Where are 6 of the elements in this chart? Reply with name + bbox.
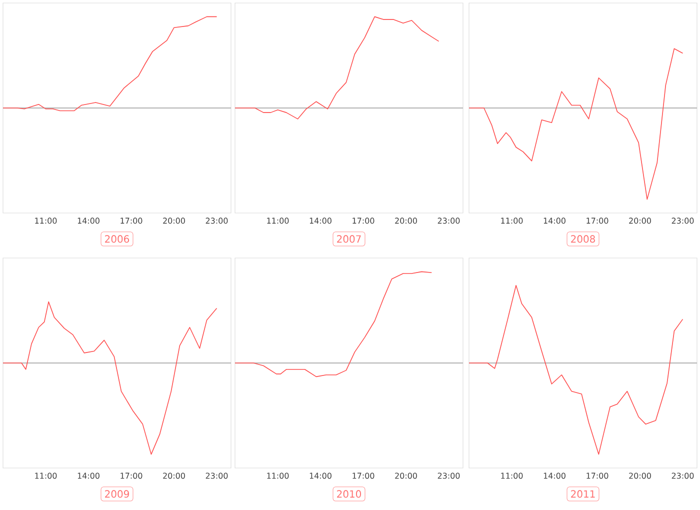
text: 2007 — [337, 235, 361, 243]
text: 2008 — [571, 235, 595, 243]
text: 2006 — [105, 235, 130, 243]
text: 2009 — [105, 490, 129, 498]
text: 2010 — [337, 490, 361, 498]
text: 2011 — [571, 490, 595, 498]
